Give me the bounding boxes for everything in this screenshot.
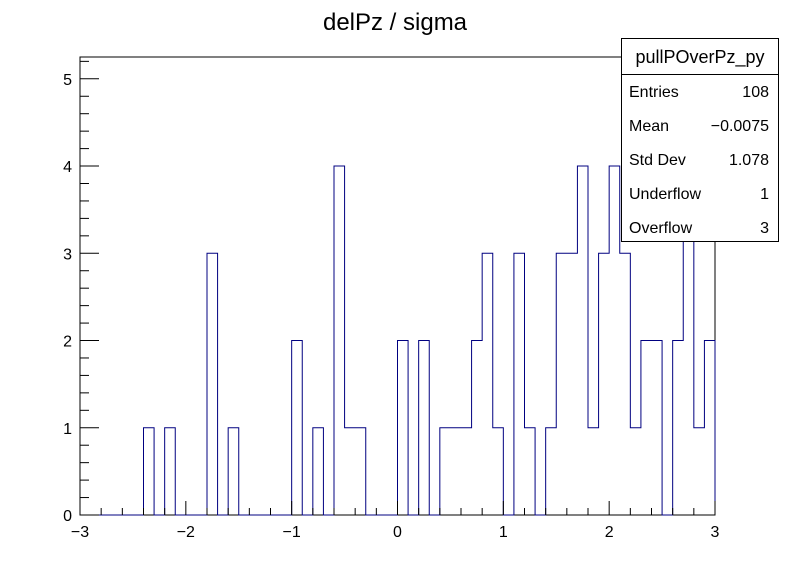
x-tick-label: 0 [393,524,402,541]
x-tick-label: −2 [177,524,195,541]
x-tick-label: 3 [711,524,720,541]
stats-value: 108 [742,84,769,101]
chart-title: delPz / sigma [323,9,468,36]
x-tick-label: 1 [499,524,508,541]
stats-title: pullPOverPz_py [622,39,778,75]
stats-value: 3 [760,220,769,237]
stats-value: −0.0075 [710,118,769,135]
stats-row-stddev: Std Dev 1.078 [629,151,769,171]
y-tick-label: 0 [63,508,72,525]
stats-box: pullPOverPz_py Entries 108 Mean −0.0075 … [621,38,779,242]
y-tick-label: 2 [63,334,72,351]
y-tick-label: 3 [63,246,72,263]
x-axis: −3 −2 −1 0 1 2 3 [71,501,720,541]
stats-row-entries: Entries 108 [629,83,769,103]
stats-label: Overflow [629,220,693,237]
y-tick-label: 1 [63,421,72,438]
y-axis: 0 1 2 3 4 5 [63,60,99,525]
x-tick-label: 2 [605,524,614,541]
stats-label: Entries [629,84,679,101]
stats-value: 1.078 [728,152,769,169]
stats-value: 1 [760,186,769,203]
stats-label: Mean [629,118,670,135]
histogram-step-line [80,165,716,516]
stats-row-mean: Mean −0.0075 [629,117,769,137]
x-tick-label: −1 [283,524,301,541]
stats-label: Underflow [629,186,702,203]
histogram-bars [80,165,716,516]
x-tick-label: −3 [71,524,89,541]
y-tick-label: 5 [63,72,72,89]
y-tick-label: 4 [63,159,72,176]
stats-row-underflow: Underflow 1 [629,185,769,205]
stats-label: Std Dev [629,152,686,169]
stats-row-overflow: Overflow 3 [629,219,769,239]
